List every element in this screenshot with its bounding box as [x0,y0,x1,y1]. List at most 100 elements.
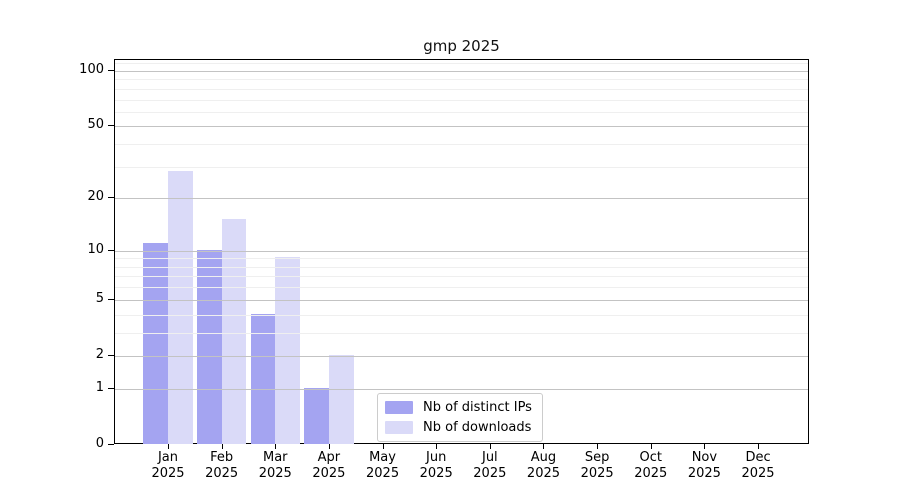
bar-distinct-ips [304,387,329,444]
legend-swatch [385,401,413,414]
y-tick-label: 1 [95,379,104,395]
y-tick-mark [108,125,114,127]
legend-label: Nb of downloads [423,420,532,435]
x-tick-label: Aug 2025 [513,450,573,481]
x-tick-month: Jan [157,450,179,465]
x-tick-year: 2025 [526,465,561,481]
x-tick-year: 2025 [634,465,668,481]
gridline-major [115,388,808,390]
chart-title: gmp 2025 [423,37,500,55]
x-tick-month: Aug [530,450,557,465]
y-tick-label: 100 [79,62,104,77]
gridline-minor [115,111,808,113]
x-tick-label: Mar 2025 [245,450,305,481]
gridline-minor [115,332,808,334]
y-tick-mark [108,249,114,251]
bar-downloads [168,171,193,444]
gridline-minor [115,258,808,260]
x-tick-month: Sep [584,450,610,465]
gridline-minor [115,287,808,289]
y-tick-mark [108,298,114,300]
gridline-major [115,126,808,128]
gridline-major [115,250,808,252]
x-tick-year: 2025 [205,465,239,481]
x-tick-year: 2025 [419,465,453,481]
x-tick-mark [382,444,384,449]
x-tick-mark [650,444,652,449]
gridline-minor [115,276,808,278]
y-tick-mark [108,387,114,389]
gridline-minor [115,266,808,268]
x-tick-label: Apr 2025 [299,450,359,481]
x-tick-mark [489,444,491,449]
x-tick-label: Feb 2025 [192,450,252,481]
bar-downloads [328,354,354,444]
y-tick-mark [108,197,114,199]
gridline-minor [115,63,808,65]
x-tick-month: Mar [263,450,288,465]
x-tick-mark [597,444,599,449]
x-tick-mark [221,444,223,449]
legend: Nb of distinct IPs Nb of downloads [377,393,543,442]
x-tick-month: Jun [426,450,447,465]
x-tick-month: May [369,450,396,465]
x-tick-year: 2025 [312,465,346,481]
x-tick-year: 2025 [151,465,185,481]
x-tick-year: 2025 [258,465,292,481]
y-tick-label: 2 [95,346,104,362]
gridline-minor [115,144,808,146]
bar-distinct-ips [250,313,276,444]
x-tick-mark [328,444,330,449]
gridline-major [115,198,808,200]
plot-area [114,59,809,444]
x-tick-year: 2025 [473,465,507,481]
x-tick-label: Nov 2025 [674,450,734,481]
x-tick-month: Oct [639,450,662,465]
y-tick-label: 50 [87,117,104,133]
gridline-minor [115,88,808,90]
x-tick-year: 2025 [687,465,721,481]
x-tick-label: Oct 2025 [621,450,681,481]
gridline-major [115,355,808,357]
y-tick-mark [108,70,114,71]
legend-swatch [385,421,413,434]
y-tick-label: 0 [95,436,104,451]
bar-distinct-ips [196,249,222,444]
gridline-minor [115,314,808,316]
x-tick-label: May 2025 [353,450,413,481]
x-tick-year: 2025 [741,465,775,481]
x-tick-month: Jul [481,450,498,465]
gridline-minor [115,79,808,81]
x-tick-month: Nov [691,450,718,465]
x-tick-year: 2025 [366,465,400,481]
y-tick-label: 5 [95,290,104,306]
x-tick-label: Dec 2025 [728,450,788,481]
x-tick-mark [275,444,277,449]
gridline-minor [115,99,808,101]
x-tick-mark [704,444,706,449]
x-tick-month: Feb [210,450,234,465]
x-tick-mark [168,444,169,449]
legend-item: Nb of distinct IPs [385,400,532,415]
bar-distinct-ips [143,242,168,444]
x-tick-mark [758,444,760,449]
bar-downloads [275,257,300,444]
x-tick-mark [543,444,545,449]
x-tick-month: Apr [317,450,341,465]
x-tick-mark [436,444,438,449]
x-tick-label: Jul 2025 [460,450,520,481]
x-tick-label: Jan 2025 [138,450,198,481]
x-tick-label: Jun 2025 [406,450,466,481]
y-tick-mark [108,354,114,356]
legend-label: Nb of distinct IPs [423,400,532,415]
gridline-major [115,299,808,301]
x-tick-label: Sep 2025 [567,450,627,481]
legend-item: Nb of downloads [385,420,532,435]
x-tick-year: 2025 [580,465,614,481]
y-tick-label: 20 [87,189,104,205]
gridline-major [115,71,808,72]
bar-downloads [221,219,247,444]
x-tick-month: Dec [745,450,771,465]
y-tick-mark [108,444,114,445]
